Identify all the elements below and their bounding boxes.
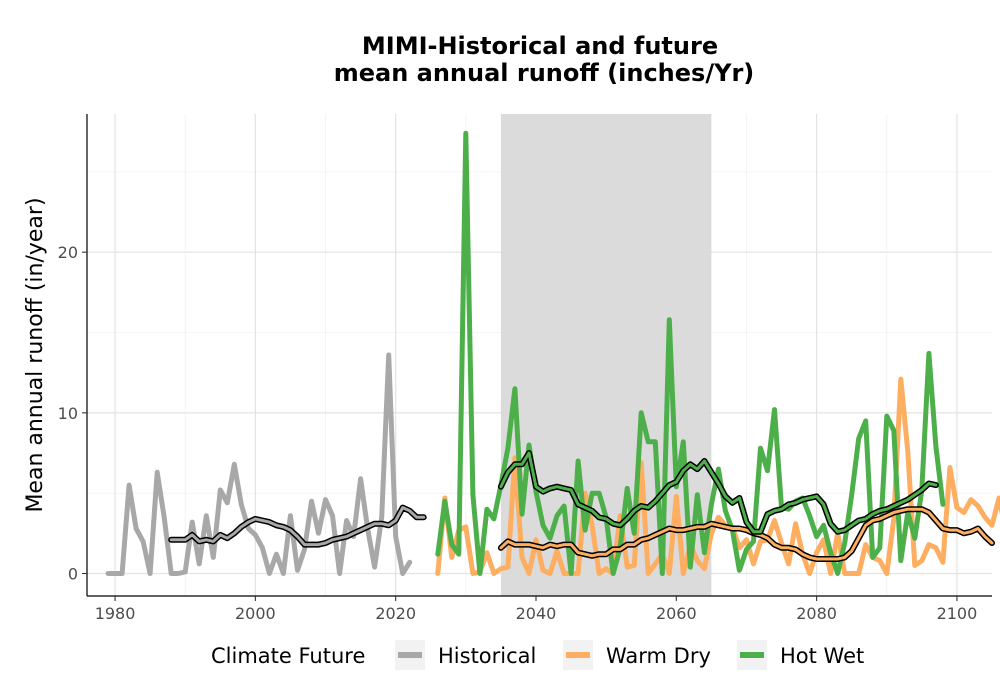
- y-tick-label: 10: [58, 404, 78, 423]
- legend-label-hot-wet: Hot Wet: [780, 644, 864, 668]
- x-tick-label: 2080: [796, 604, 837, 623]
- chart-title-line-2: mean annual runoff (inches/Yr): [334, 59, 755, 87]
- historical-series-line: [105, 352, 413, 576]
- legend-label-historical: Historical: [438, 644, 536, 668]
- x-tick-label: 2060: [656, 604, 697, 623]
- warm-dry-series-line: [435, 376, 1000, 576]
- plot-area: [87, 114, 1000, 596]
- x-tick-label: 2000: [235, 604, 276, 623]
- warm-dry-smooth-line: [499, 507, 994, 561]
- legend: Climate Future Historical Warm Dry Hot Wet: [211, 640, 864, 670]
- y-axis-title: Mean annual runoff (in/year): [23, 197, 48, 512]
- x-tick-label: 2040: [516, 604, 557, 623]
- hot-wet-smooth-line: [499, 451, 938, 534]
- y-tick-label: 0: [68, 565, 78, 584]
- y-tick-label: 20: [58, 243, 78, 262]
- x-tick-label: 2100: [937, 604, 978, 623]
- x-tick-label: 2020: [375, 604, 416, 623]
- chart-title-line-1: MIMI-Historical and future: [362, 32, 718, 60]
- x-tick-label: 1980: [95, 604, 136, 623]
- legend-label-warm-dry: Warm Dry: [606, 644, 711, 668]
- historical-smooth-line: [169, 506, 426, 547]
- hot-wet-series-line: [435, 130, 946, 576]
- legend-title: Climate Future: [211, 644, 365, 668]
- axes: 1980 2000 2020 2040 2060 2080 2100 0 10 20: [58, 114, 992, 623]
